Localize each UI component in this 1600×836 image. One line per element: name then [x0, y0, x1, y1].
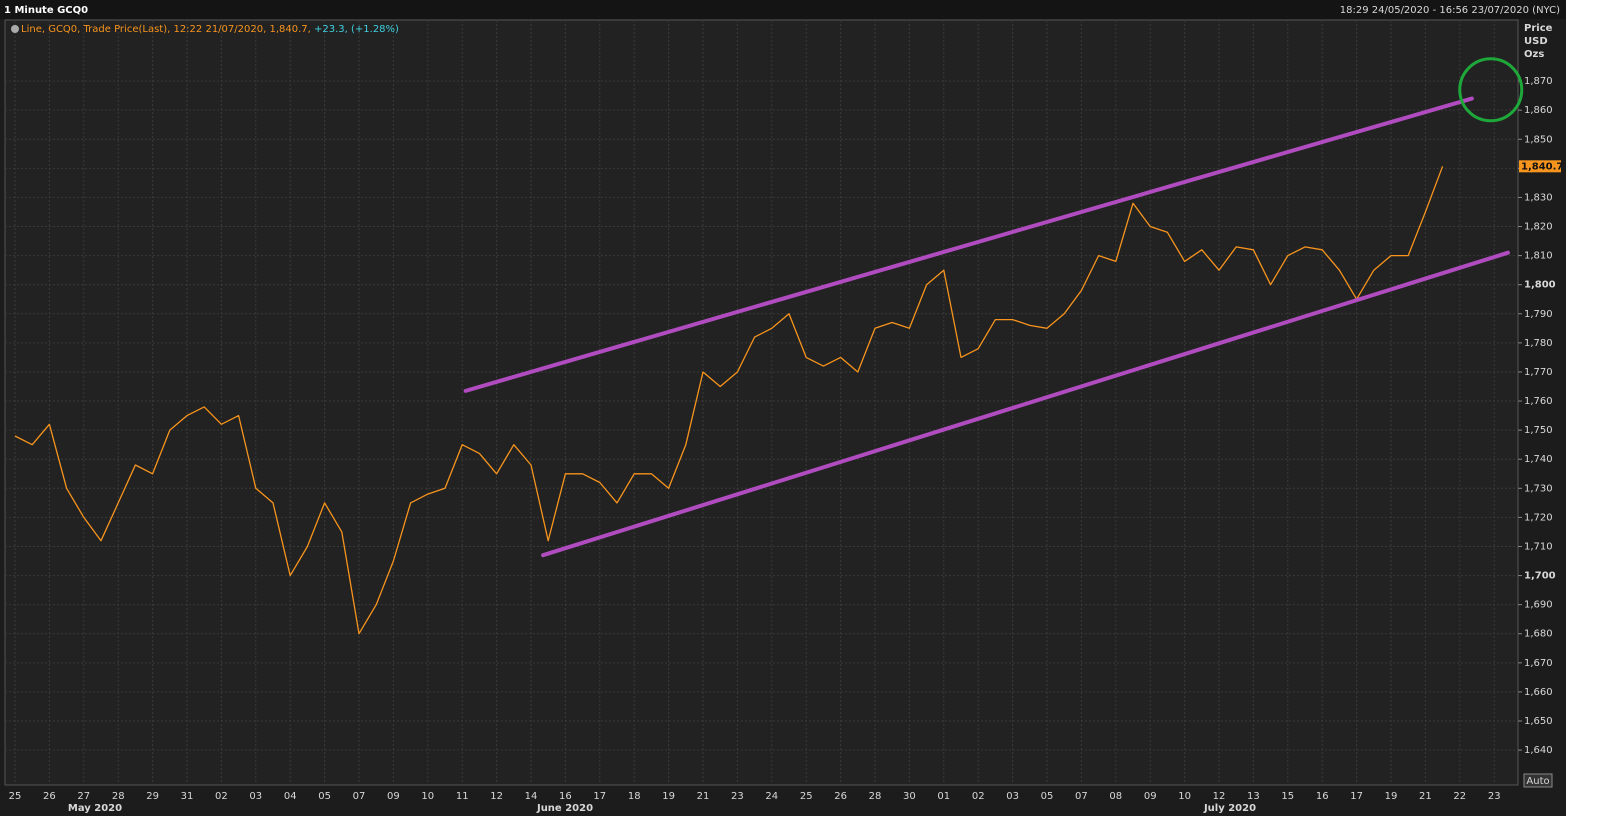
y-tick-label: 1,850: [1524, 134, 1553, 145]
x-tick-label: 02: [972, 791, 985, 802]
x-tick-label: 25: [800, 791, 813, 802]
x-tick-label: 23: [731, 791, 744, 802]
y-tick-label: 1,720: [1524, 512, 1553, 523]
price-line: [14, 166, 1444, 635]
y-axis-label: USD: [1524, 36, 1548, 47]
y-tick-label: 1,640: [1524, 745, 1553, 756]
x-tick-label: 28: [869, 791, 882, 802]
month-label: June 2020: [536, 803, 593, 814]
range-label: 18:29 24/05/2020 - 16:56 23/07/2020 (NYC…: [1340, 5, 1560, 16]
auto-button-label[interactable]: Auto: [1526, 776, 1549, 787]
y-tick-label: 1,830: [1524, 192, 1553, 203]
x-tick-label: 05: [1041, 791, 1054, 802]
x-tick-label: 07: [1075, 791, 1088, 802]
y-tick-label: 1,700: [1524, 571, 1556, 582]
x-tick-label: 09: [1144, 791, 1157, 802]
x-tick-label: 11: [456, 791, 469, 802]
x-tick-label: 07: [353, 791, 366, 802]
x-tick-label: 26: [43, 791, 56, 802]
y-tick-label: 1,750: [1524, 425, 1553, 436]
x-tick-label: 27: [77, 791, 90, 802]
y-tick-label: 1,770: [1524, 367, 1553, 378]
plot-area: [4, 19, 1519, 786]
x-tick-label: 23: [1488, 791, 1501, 802]
x-tick-label: 02: [215, 791, 228, 802]
y-tick-label: 1,780: [1524, 338, 1553, 349]
auto-button[interactable]: [1523, 773, 1553, 788]
x-tick-label: 16: [1316, 791, 1329, 802]
x-tick-label: 18: [628, 791, 641, 802]
chart-title: 1 Minute GCQ0: [4, 5, 88, 16]
y-tick-label: 1,870: [1524, 76, 1553, 87]
x-tick-label: 08: [1109, 791, 1122, 802]
y-tick-label: 1,690: [1524, 600, 1553, 611]
highlight-circle: [1458, 57, 1524, 123]
legend: Line, GCQ0, Trade Price(Last), 12:22 21/…: [21, 24, 399, 35]
x-tick-label: 12: [490, 791, 503, 802]
last-price-label: 1,840.7: [1521, 161, 1563, 172]
y-tick-label: 1,800: [1524, 280, 1556, 291]
channel-line: [463, 96, 1474, 393]
x-tick-label: 09: [387, 791, 400, 802]
y-tick-label: 1,790: [1524, 309, 1553, 320]
x-tick-label: 05: [318, 791, 331, 802]
x-tick-label: 21: [1419, 791, 1432, 802]
y-tick-label: 1,680: [1524, 629, 1553, 640]
y-tick-label: 1,810: [1524, 251, 1553, 262]
x-tick-label: 24: [765, 791, 778, 802]
x-tick-label: 10: [1178, 791, 1191, 802]
y-tick-label: 1,710: [1524, 541, 1553, 552]
x-tick-label: 16: [559, 791, 572, 802]
header-bar: [0, 0, 1566, 19]
x-tick-label: 22: [1453, 791, 1466, 802]
x-tick-label: 29: [146, 791, 159, 802]
x-tick-label: 14: [525, 791, 538, 802]
x-tick-label: 21: [697, 791, 710, 802]
y-axis-label: Price: [1524, 23, 1553, 34]
y-tick-label: 1,730: [1524, 483, 1553, 494]
x-tick-label: 31: [181, 791, 194, 802]
month-label: July 2020: [1203, 803, 1256, 814]
x-tick-label: 01: [937, 791, 950, 802]
y-tick-label: 1,650: [1524, 716, 1553, 727]
x-tick-label: 25: [9, 791, 22, 802]
x-tick-label: 19: [1385, 791, 1398, 802]
x-tick-label: 03: [1006, 791, 1019, 802]
channel-line: [541, 250, 1510, 558]
y-tick-label: 1,820: [1524, 222, 1553, 233]
x-tick-label: 26: [834, 791, 847, 802]
y-tick-label: 1,670: [1524, 658, 1553, 669]
y-tick-label: 1,860: [1524, 105, 1553, 116]
y-tick-label: 1,760: [1524, 396, 1553, 407]
legend-icon: [11, 25, 19, 33]
x-tick-label: 19: [662, 791, 675, 802]
last-price-box: [1519, 160, 1561, 173]
legend-main: Line, GCQ0, Trade Price(Last), 12:22 21/…: [21, 24, 311, 35]
x-tick-label: 10: [421, 791, 434, 802]
y-tick-label: 1,740: [1524, 454, 1553, 465]
x-tick-label: 04: [284, 791, 297, 802]
x-tick-label: 28: [112, 791, 125, 802]
x-tick-label: 17: [593, 791, 606, 802]
y-axis-label: Ozs: [1524, 49, 1544, 60]
x-tick-label: 17: [1350, 791, 1363, 802]
x-tick-label: 15: [1281, 791, 1294, 802]
y-tick-label: 1,660: [1524, 687, 1553, 698]
x-tick-label: 12: [1213, 791, 1226, 802]
x-tick-label: 30: [903, 791, 916, 802]
x-tick-label: 03: [249, 791, 262, 802]
legend-change: +23.3, (+1.28%): [314, 24, 399, 35]
month-label: May 2020: [68, 803, 122, 814]
x-tick-label: 13: [1247, 791, 1260, 802]
